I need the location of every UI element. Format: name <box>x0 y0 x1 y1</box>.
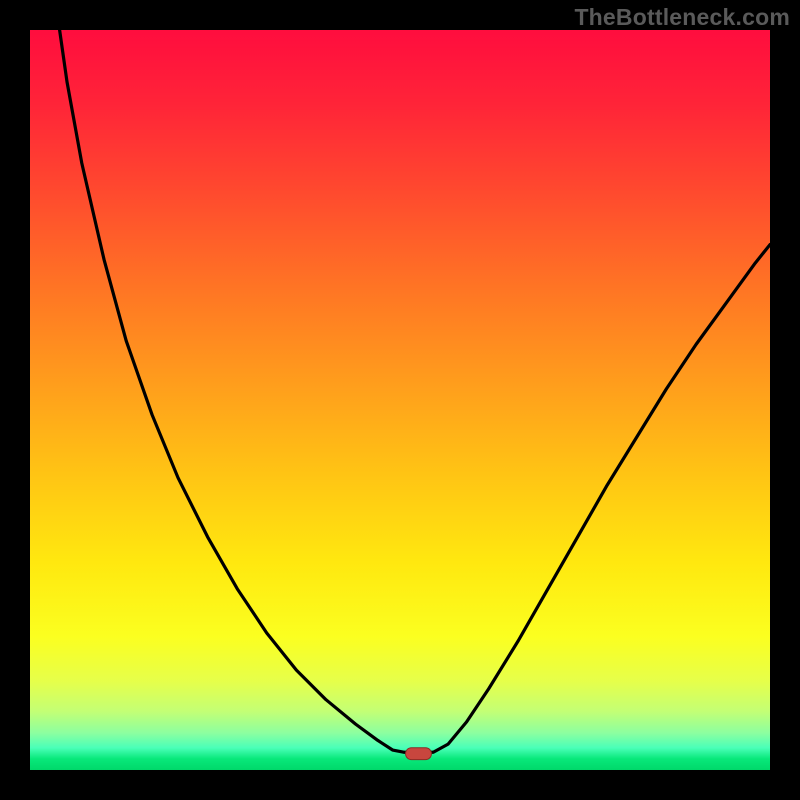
bottleneck-chart: TheBottleneck.com <box>0 0 800 800</box>
watermark-text: TheBottleneck.com <box>574 4 790 31</box>
optimum-marker <box>406 748 432 760</box>
chart-svg <box>0 0 800 800</box>
